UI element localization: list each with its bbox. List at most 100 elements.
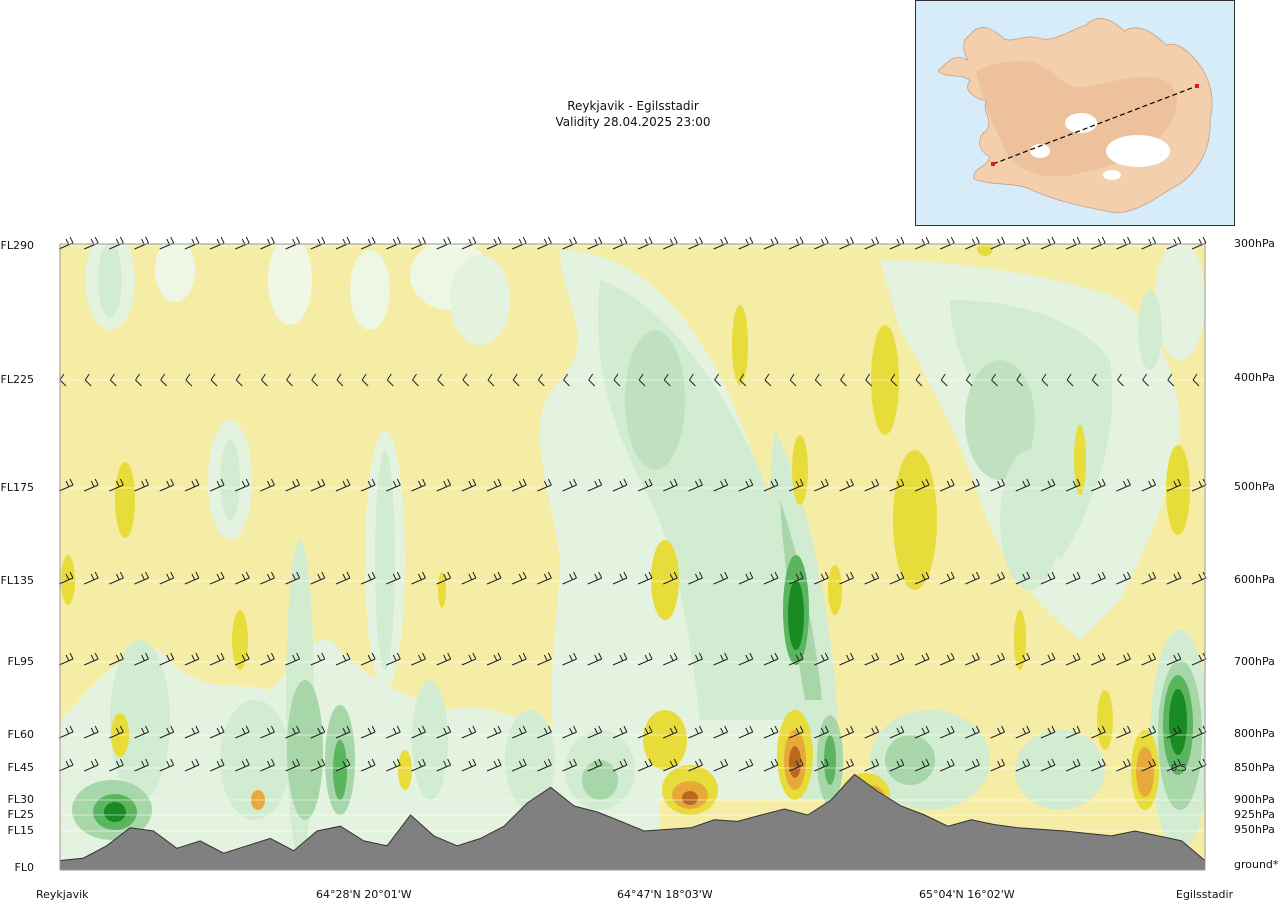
wind-barb	[285, 725, 301, 739]
wind-barb	[360, 571, 376, 585]
wind-barb	[864, 758, 880, 772]
wind-barb	[1040, 478, 1056, 492]
fl-label: FL95	[7, 655, 34, 668]
wind-barb	[310, 571, 326, 585]
wind-barb	[914, 478, 930, 492]
level-grid	[60, 245, 1205, 869]
wind-barb	[210, 373, 218, 387]
route-map	[915, 0, 1235, 226]
wind-barb	[713, 478, 729, 492]
pressure-label: 400hPa	[1234, 371, 1275, 384]
wind-barb	[940, 652, 955, 666]
wind-barb	[310, 758, 326, 772]
wind-barb	[688, 652, 703, 666]
wind-barb	[587, 571, 603, 585]
wind-barb	[1166, 725, 1182, 739]
wind-barb	[814, 758, 829, 772]
wind-barb	[563, 373, 570, 387]
wind-barb	[83, 571, 99, 585]
wind-barb	[361, 373, 369, 387]
wind-barb	[386, 725, 401, 739]
wind-barb	[763, 652, 779, 666]
wind-barb	[763, 478, 779, 492]
terrain-profile	[59, 773, 1206, 871]
wind-barb	[965, 758, 980, 772]
wind-barb	[713, 571, 729, 585]
wind-barb	[386, 373, 394, 387]
wind-barb	[864, 478, 880, 492]
wind-barb	[889, 571, 905, 585]
wind-barb	[159, 758, 175, 772]
wind-barb	[839, 758, 854, 772]
wind-barb	[1166, 478, 1182, 492]
wind-barb	[738, 758, 754, 772]
wind-barb	[235, 373, 243, 387]
wind-barb	[587, 725, 603, 739]
wind-barb	[360, 652, 376, 666]
wind-barb	[537, 725, 552, 739]
wind-barb	[965, 478, 980, 492]
wind-barb	[612, 758, 628, 772]
wind-barb	[1091, 725, 1106, 739]
fl-label: FL290	[0, 239, 34, 252]
wind-barb	[412, 373, 419, 387]
wind-barb	[286, 373, 293, 387]
field-region	[232, 610, 248, 670]
field-region	[643, 710, 687, 770]
wind-barb	[486, 571, 502, 585]
wind-barb	[411, 758, 426, 772]
wind-barb	[335, 725, 351, 739]
wind-barb	[1065, 478, 1081, 492]
field-region	[98, 244, 122, 318]
wind-barb	[713, 725, 729, 739]
wind-barb	[713, 758, 729, 772]
wind-barb	[285, 571, 301, 585]
field-region	[110, 640, 170, 800]
field-region	[287, 680, 323, 820]
wind-barb	[839, 478, 854, 492]
wind-barb	[637, 725, 653, 739]
wind-barb	[1040, 652, 1056, 666]
wind-barb	[159, 478, 175, 492]
wind-barb	[914, 571, 930, 585]
field-region	[893, 450, 937, 590]
field-region	[1155, 244, 1205, 360]
wind-barb	[336, 373, 344, 387]
wind-barb	[789, 373, 797, 387]
wind-barb	[1016, 373, 1024, 387]
wind-barb	[613, 373, 621, 387]
wind-barb	[688, 725, 703, 739]
pressure-label: 300hPa	[1234, 237, 1275, 250]
wind-barb	[209, 571, 225, 585]
wind-barb	[386, 478, 401, 492]
wind-barb	[714, 373, 721, 387]
wind-barb	[1065, 725, 1081, 739]
wind-barb	[285, 758, 301, 772]
wind-barb	[788, 725, 804, 739]
wind-barb	[940, 373, 948, 387]
wind-barb	[486, 725, 502, 739]
wind-barb	[788, 478, 804, 492]
wind-barb	[1015, 758, 1031, 772]
wind-barb	[839, 571, 854, 585]
wind-barb	[688, 758, 703, 772]
wind-barb	[84, 373, 92, 387]
wind-barb	[1166, 652, 1182, 666]
wind-barb	[461, 571, 477, 585]
wind-barb	[562, 478, 578, 492]
wind-barb	[1040, 571, 1056, 585]
wind-barb	[58, 725, 74, 739]
wind-barb	[814, 373, 822, 387]
pressure-label: 950hPa	[1234, 823, 1275, 836]
wind-barb	[235, 725, 250, 739]
wind-barb	[814, 652, 829, 666]
wind-barb	[965, 373, 973, 387]
wind-barb	[436, 758, 452, 772]
wind-barb	[537, 478, 552, 492]
wind-barb	[159, 652, 175, 666]
wind-barb	[1166, 758, 1182, 772]
wind-barb	[184, 758, 200, 772]
wind-barb	[160, 373, 168, 387]
chart-title: Reykjavik - Egilsstadir	[567, 99, 699, 113]
x-label: 64°28'N 20°01'W	[316, 888, 412, 901]
